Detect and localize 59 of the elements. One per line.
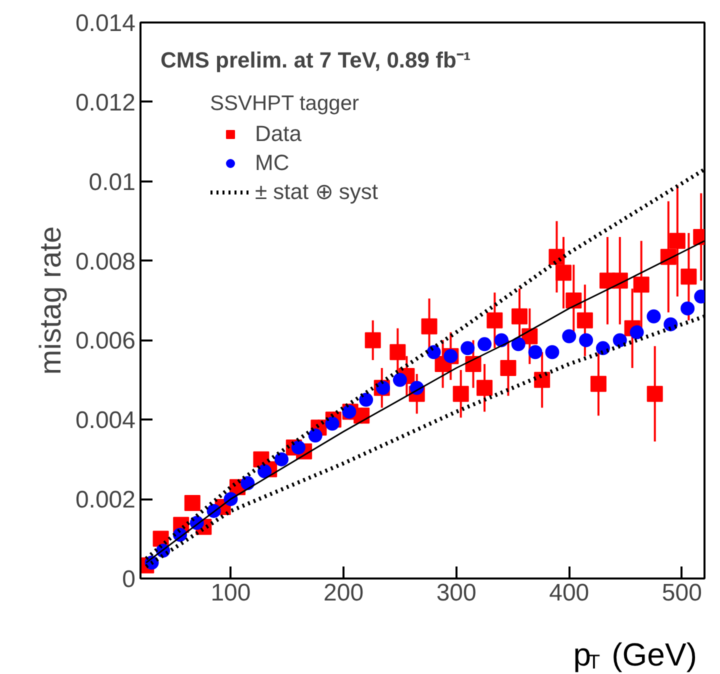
point <box>548 248 565 265</box>
point <box>274 452 288 466</box>
point <box>556 264 572 281</box>
y-tick-label: 0.004 <box>75 407 136 434</box>
annotation: CMS prelim. at 7 TeV, 0.89 fb⁻¹ <box>160 48 471 72</box>
point <box>500 360 516 376</box>
point <box>545 345 560 360</box>
x-tick-label: 200 <box>324 580 364 606</box>
x-tick-label: 500 <box>662 580 702 606</box>
y-tick-label: 0.008 <box>75 248 136 276</box>
point <box>390 344 406 360</box>
y-tick-label: 0.002 <box>75 486 136 514</box>
x-tick-label: 100 <box>210 580 251 606</box>
point <box>562 329 576 344</box>
point <box>325 416 340 431</box>
point <box>511 337 526 352</box>
point <box>680 268 697 285</box>
y-tick-label: 0 <box>122 566 136 593</box>
point <box>308 428 322 443</box>
legend-label: ± stat ⊕ syst <box>255 179 378 205</box>
point <box>478 337 492 352</box>
legend-title: SSVHPT tagger <box>210 92 360 116</box>
point <box>512 308 528 324</box>
point <box>364 332 381 348</box>
point <box>486 312 503 328</box>
point <box>359 392 374 407</box>
x-tick-label: 400 <box>549 580 590 606</box>
point <box>612 333 627 348</box>
y-tick-label: 0.01 <box>88 168 136 196</box>
point <box>590 376 606 392</box>
point <box>630 325 644 340</box>
y-tick-label: 0.006 <box>75 328 136 355</box>
legend-label: MC <box>255 150 290 176</box>
point <box>579 333 594 348</box>
point <box>669 232 686 249</box>
point <box>528 345 542 360</box>
point <box>258 464 272 478</box>
point <box>465 356 482 372</box>
x-tick-label: 300 <box>436 580 476 606</box>
point <box>392 372 407 387</box>
point <box>566 292 582 308</box>
point <box>646 309 661 324</box>
y-tick-label: 0.012 <box>75 89 136 116</box>
point <box>576 312 593 328</box>
point <box>184 495 200 512</box>
point <box>421 318 438 334</box>
point <box>476 380 493 396</box>
point <box>680 301 695 316</box>
point <box>291 440 306 454</box>
y-tick-label: 0.014 <box>75 10 136 37</box>
point <box>534 372 550 388</box>
point <box>633 276 650 293</box>
point <box>494 333 508 348</box>
point <box>426 345 441 360</box>
point <box>452 386 469 402</box>
point <box>646 386 663 402</box>
y-axis-title: mistag rate <box>34 226 68 375</box>
legend-label: Data <box>255 121 302 147</box>
point <box>460 341 475 356</box>
